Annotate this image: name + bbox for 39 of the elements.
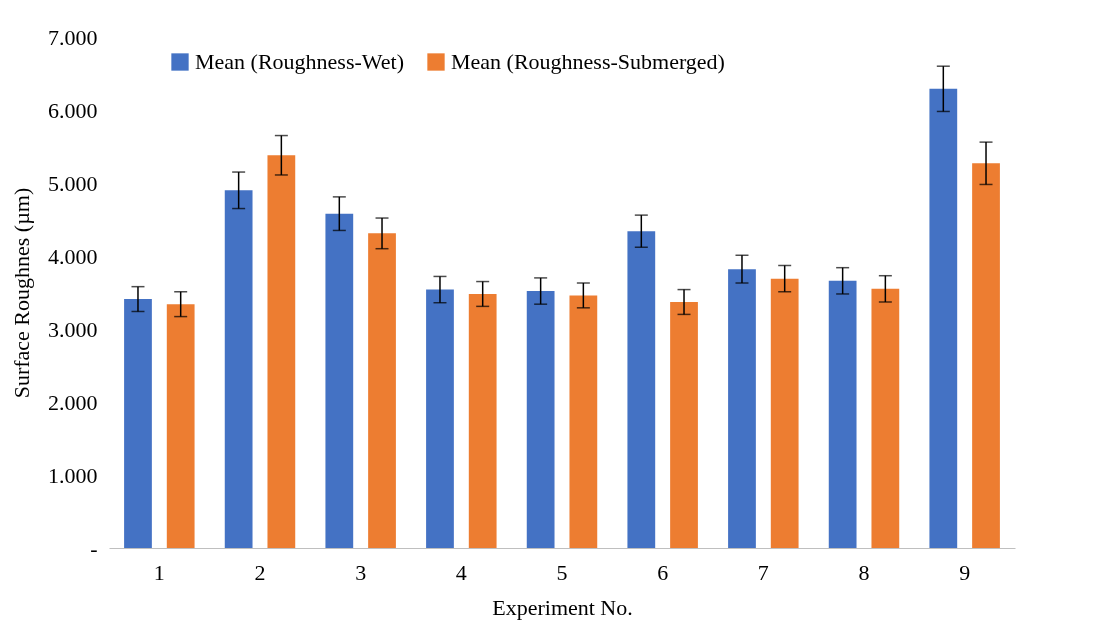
bar <box>426 289 454 548</box>
bar <box>468 293 497 548</box>
y-tick-label: - <box>90 535 98 561</box>
bar <box>972 163 1000 548</box>
y-tick-label: 3.000 <box>48 316 98 342</box>
bar <box>224 190 253 548</box>
bar <box>166 304 195 548</box>
bar <box>124 299 152 548</box>
bar <box>368 233 396 548</box>
bar <box>871 288 900 548</box>
legend-label: Mean (Roughness-Wet) <box>195 49 405 74</box>
x-tick-label: 4 <box>455 559 467 585</box>
bar <box>929 88 958 548</box>
y-tick-label: 4.000 <box>48 243 98 269</box>
bar <box>325 213 354 548</box>
x-tick-label: 9 <box>959 559 971 585</box>
x-tick-label: 8 <box>858 559 870 585</box>
x-axis-title: Experiment No. <box>492 594 633 620</box>
bar <box>670 301 698 548</box>
x-tick-label: 1 <box>153 559 165 585</box>
y-axis-title: Surface Roughnes (µm) <box>9 187 34 399</box>
bar <box>828 280 857 548</box>
bar <box>526 291 555 548</box>
bar <box>627 231 656 548</box>
x-tick-label: 2 <box>254 559 266 585</box>
y-tick-label: 5.000 <box>48 170 98 196</box>
x-tick-label: 6 <box>657 559 669 585</box>
y-tick-label: 6.000 <box>48 97 98 123</box>
bar <box>770 278 799 548</box>
bar <box>569 295 598 548</box>
x-tick-label: 3 <box>355 559 367 585</box>
x-tick-label: 7 <box>757 559 769 585</box>
y-tick-label: 1.000 <box>48 462 98 488</box>
y-tick-label: 7.000 <box>48 24 98 50</box>
x-tick-label: 5 <box>556 559 568 585</box>
y-tick-label: 2.000 <box>48 389 98 415</box>
bar <box>267 155 296 548</box>
bar <box>728 269 756 548</box>
legend-label: Mean (Roughness-Submerged) <box>451 49 725 74</box>
